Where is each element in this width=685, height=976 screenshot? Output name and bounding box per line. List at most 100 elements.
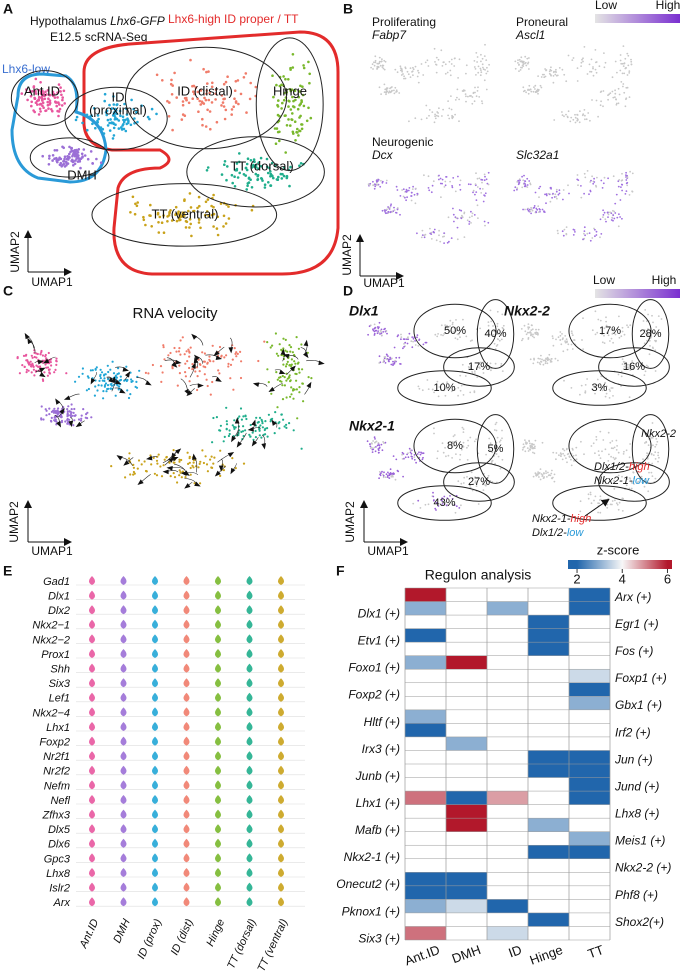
velocity-arrow [247, 426, 254, 432]
cell-dot [247, 181, 251, 184]
legend-label: High [652, 273, 677, 287]
cell-dot [615, 449, 618, 451]
cell-dot [380, 179, 382, 182]
cell-dot [421, 234, 424, 237]
cell-dot [155, 459, 159, 462]
cell-dot [587, 493, 590, 496]
cell-dot [291, 53, 295, 56]
cell-dot [40, 349, 43, 353]
cell-dot [417, 345, 420, 347]
cell-dot [657, 454, 659, 457]
cell-dot [385, 87, 388, 89]
cell-dot [454, 337, 457, 340]
cell-dot [617, 102, 620, 105]
cell-dot [631, 480, 634, 483]
cell-dot [227, 217, 231, 220]
cell-dot [621, 363, 624, 365]
cell-dot [379, 474, 382, 477]
cell-dot [456, 96, 458, 99]
heatmap-cell [405, 655, 446, 670]
cell-dot [469, 340, 472, 342]
cell-dot [539, 84, 542, 87]
cell-dot [513, 189, 516, 192]
cell-dot [622, 497, 624, 500]
cell-dot [55, 359, 58, 362]
velocity-arrow [231, 435, 237, 443]
cell-dot [564, 340, 566, 342]
violin [89, 576, 95, 585]
cell-dot [625, 171, 627, 174]
cell-dot [467, 444, 470, 447]
violin [215, 692, 221, 702]
cell-dot [377, 178, 380, 181]
cell-dot [409, 449, 412, 452]
cell-dot [121, 115, 125, 118]
cell-dot [621, 326, 624, 329]
cell-dot [479, 74, 482, 77]
cell-dot [475, 199, 478, 202]
colorbar [568, 560, 672, 569]
cell-dot [537, 205, 540, 208]
cell-dot [494, 462, 496, 465]
cell-dot [440, 389, 442, 391]
velocity-arrow [283, 354, 290, 359]
cell-dot [576, 80, 579, 82]
cell-dot [53, 157, 56, 160]
violin [246, 663, 253, 673]
gene-label: Nefm [44, 780, 70, 792]
cell-dot [527, 323, 530, 325]
cell-dot [385, 179, 388, 182]
cell-dot [594, 452, 596, 455]
cell-dot [205, 89, 209, 92]
map-label: Proliferating [372, 15, 436, 29]
violin [120, 751, 127, 761]
cell-dot [386, 476, 389, 478]
velocity-arrow [24, 332, 30, 340]
cell-dot [549, 361, 552, 363]
cell-dot [242, 76, 246, 79]
cell-dot [366, 440, 369, 443]
cell-dot [580, 196, 583, 199]
cell-dot [582, 317, 584, 320]
cell-dot [411, 336, 414, 338]
cell-dot [444, 72, 447, 75]
cell-dot [628, 487, 631, 490]
cell-dot [391, 474, 394, 477]
cell-dot [281, 398, 285, 401]
cell-dot [550, 358, 553, 360]
violin [89, 663, 95, 673]
cell-dot [297, 347, 300, 350]
cell-dot [522, 446, 525, 449]
violin [152, 809, 158, 819]
cell-dot [99, 126, 103, 129]
cell-dot [478, 363, 481, 366]
cell-dot [604, 395, 607, 398]
velocity-arrow [175, 448, 182, 455]
cell-dot [651, 422, 654, 424]
cell-dot [538, 211, 540, 214]
cell-dot [399, 195, 402, 197]
cell-dot [610, 447, 613, 450]
violin [278, 605, 284, 615]
axis-label: UMAP1 [363, 276, 405, 290]
cell-dot [266, 171, 270, 175]
cell-dot [622, 85, 624, 88]
cell-dot [488, 63, 490, 66]
cell-dot [477, 503, 480, 505]
cell-dot [267, 181, 270, 184]
cell-dot [263, 183, 267, 186]
cell-dot [468, 216, 471, 219]
cell-dot [72, 160, 75, 163]
cell-dot [114, 116, 117, 119]
violin [183, 576, 190, 585]
cell-dot [216, 233, 220, 237]
cell-dot [491, 459, 494, 462]
cell-dot [374, 450, 377, 453]
violin [278, 692, 284, 702]
cell-dot [457, 386, 460, 389]
panel-letter: A [3, 1, 13, 17]
cell-dot [602, 90, 605, 92]
cell-dot [393, 92, 396, 95]
cell-dot [47, 351, 50, 355]
legend-label: High [656, 0, 681, 12]
